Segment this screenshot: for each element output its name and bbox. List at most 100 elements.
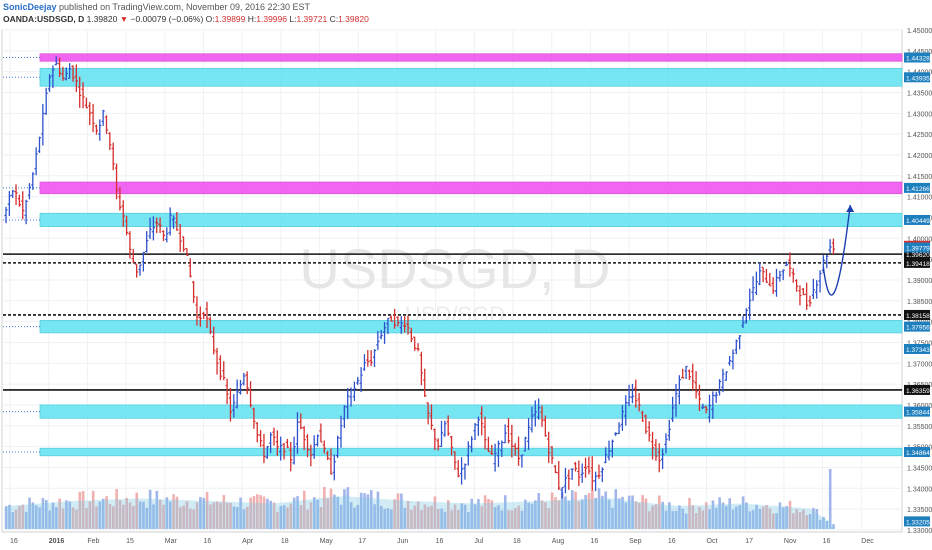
- volume-bar: [309, 502, 313, 529]
- x-tick-label: Apr: [242, 538, 254, 545]
- y-tick-label: 1.38500: [907, 299, 932, 306]
- price-tag: [904, 257, 930, 268]
- volume-bar: [641, 494, 644, 529]
- price-tag-label: 1.37956: [906, 325, 930, 332]
- ohlc-bar: [215, 347, 219, 375]
- ohlc-bar: [731, 349, 735, 370]
- volume-bar: [189, 508, 192, 529]
- ohlc-bar: [513, 443, 517, 456]
- volume-bar: [624, 502, 628, 529]
- ohlc-bar: [78, 76, 82, 108]
- price-tag: [904, 447, 930, 458]
- volume-bar: [708, 509, 711, 529]
- x-tick-label: Feb: [87, 538, 99, 545]
- author-name[interactable]: SonicDeejay: [3, 2, 57, 12]
- ohlc-bar: [805, 282, 809, 311]
- volume-bar: [172, 494, 175, 529]
- volume-bar: [326, 498, 329, 529]
- publish-info: SonicDeejay published on TradingView.com…: [3, 2, 310, 12]
- volume-bar: [443, 511, 447, 529]
- ohlc-bar: [597, 464, 601, 479]
- price-tag: [904, 214, 930, 225]
- ohlc-bar: [744, 308, 748, 324]
- volume-bar: [55, 507, 58, 529]
- volume-bar: [329, 488, 333, 529]
- ohlc-bar: [238, 379, 243, 395]
- volume-bar: [426, 506, 430, 529]
- ohlc-bar: [516, 436, 521, 466]
- volume-bar: [286, 507, 289, 529]
- volume-bar: [259, 495, 262, 529]
- volume-bar: [28, 497, 31, 529]
- ohlc-bar: [158, 217, 162, 233]
- ohlc-bar: [637, 393, 641, 412]
- ohlc-bar: [369, 350, 373, 367]
- ohlc-bar: [292, 436, 296, 465]
- ohlc-bar: [784, 261, 789, 267]
- ohlc-bar: [352, 381, 356, 402]
- ohlc-bar: [728, 356, 732, 366]
- ohlc-bar: [620, 405, 624, 431]
- volume-bar: [534, 500, 537, 529]
- price-tag-label: 1.39620: [906, 252, 930, 259]
- volume-bar: [336, 496, 340, 529]
- volume-bar: [581, 499, 584, 529]
- ohlc-bar: [165, 227, 169, 243]
- ohlc-bar: [563, 467, 568, 494]
- ohlc-bar: [476, 416, 480, 436]
- volume-bar: [718, 497, 721, 529]
- ohlc-bar: [232, 394, 236, 418]
- close-label: C:: [329, 14, 339, 24]
- volume-bar: [85, 508, 88, 529]
- ohlc-bar: [707, 394, 712, 423]
- ohlc-bar: [506, 418, 511, 444]
- volume-bar: [339, 504, 343, 529]
- ohlc-bar: [346, 388, 350, 420]
- ohlc-bar: [376, 330, 380, 351]
- volume-bar: [681, 508, 685, 529]
- volume-bars: [4, 469, 835, 529]
- ohlc-bar: [449, 435, 454, 456]
- ohlc-bar: [14, 184, 18, 205]
- volume-bar: [168, 501, 172, 529]
- ohlc-bar: [684, 365, 688, 379]
- volume-bar: [380, 505, 383, 529]
- ohlc-bar: [523, 436, 527, 452]
- ohlc-bar: [738, 335, 742, 350]
- ohlc-bar: [94, 124, 99, 135]
- volume-bar: [480, 506, 484, 529]
- volume-bar: [627, 495, 631, 529]
- ohlc-bar: [125, 215, 129, 236]
- volume-bar: [21, 504, 25, 529]
- ohlc-bar: [248, 381, 253, 408]
- ohlc-bar: [483, 416, 487, 450]
- ohlc-bar: [527, 418, 531, 450]
- ohlc-bar: [265, 445, 269, 459]
- volume-bar: [745, 502, 748, 529]
- volume-bar: [229, 503, 232, 529]
- ohlc-bar: [339, 415, 343, 448]
- volume-bar: [88, 501, 92, 529]
- volume-bar: [61, 508, 65, 529]
- ohlc-bar: [537, 398, 541, 420]
- volume-bar: [41, 498, 45, 529]
- volume-bar: [792, 513, 795, 529]
- volume-bar: [795, 509, 798, 529]
- ohlc-bar: [212, 326, 216, 355]
- ohlc-bar: [21, 191, 25, 220]
- volume-bar: [68, 501, 72, 529]
- volume-bar: [721, 502, 725, 529]
- ohlc-bar: [771, 277, 775, 295]
- volume-bar: [450, 510, 453, 529]
- ohlc-bar: [118, 187, 122, 211]
- volume-bar: [832, 524, 835, 529]
- volume-bar: [798, 511, 802, 529]
- ohlc-bar: [573, 461, 578, 472]
- volume-bar: [751, 510, 755, 529]
- ohlc-bar: [604, 447, 608, 464]
- ohlc-bar: [500, 440, 504, 457]
- ohlc-bar: [748, 288, 752, 320]
- y-tick-label: 1.40000: [907, 236, 932, 243]
- volume-bar: [363, 493, 366, 529]
